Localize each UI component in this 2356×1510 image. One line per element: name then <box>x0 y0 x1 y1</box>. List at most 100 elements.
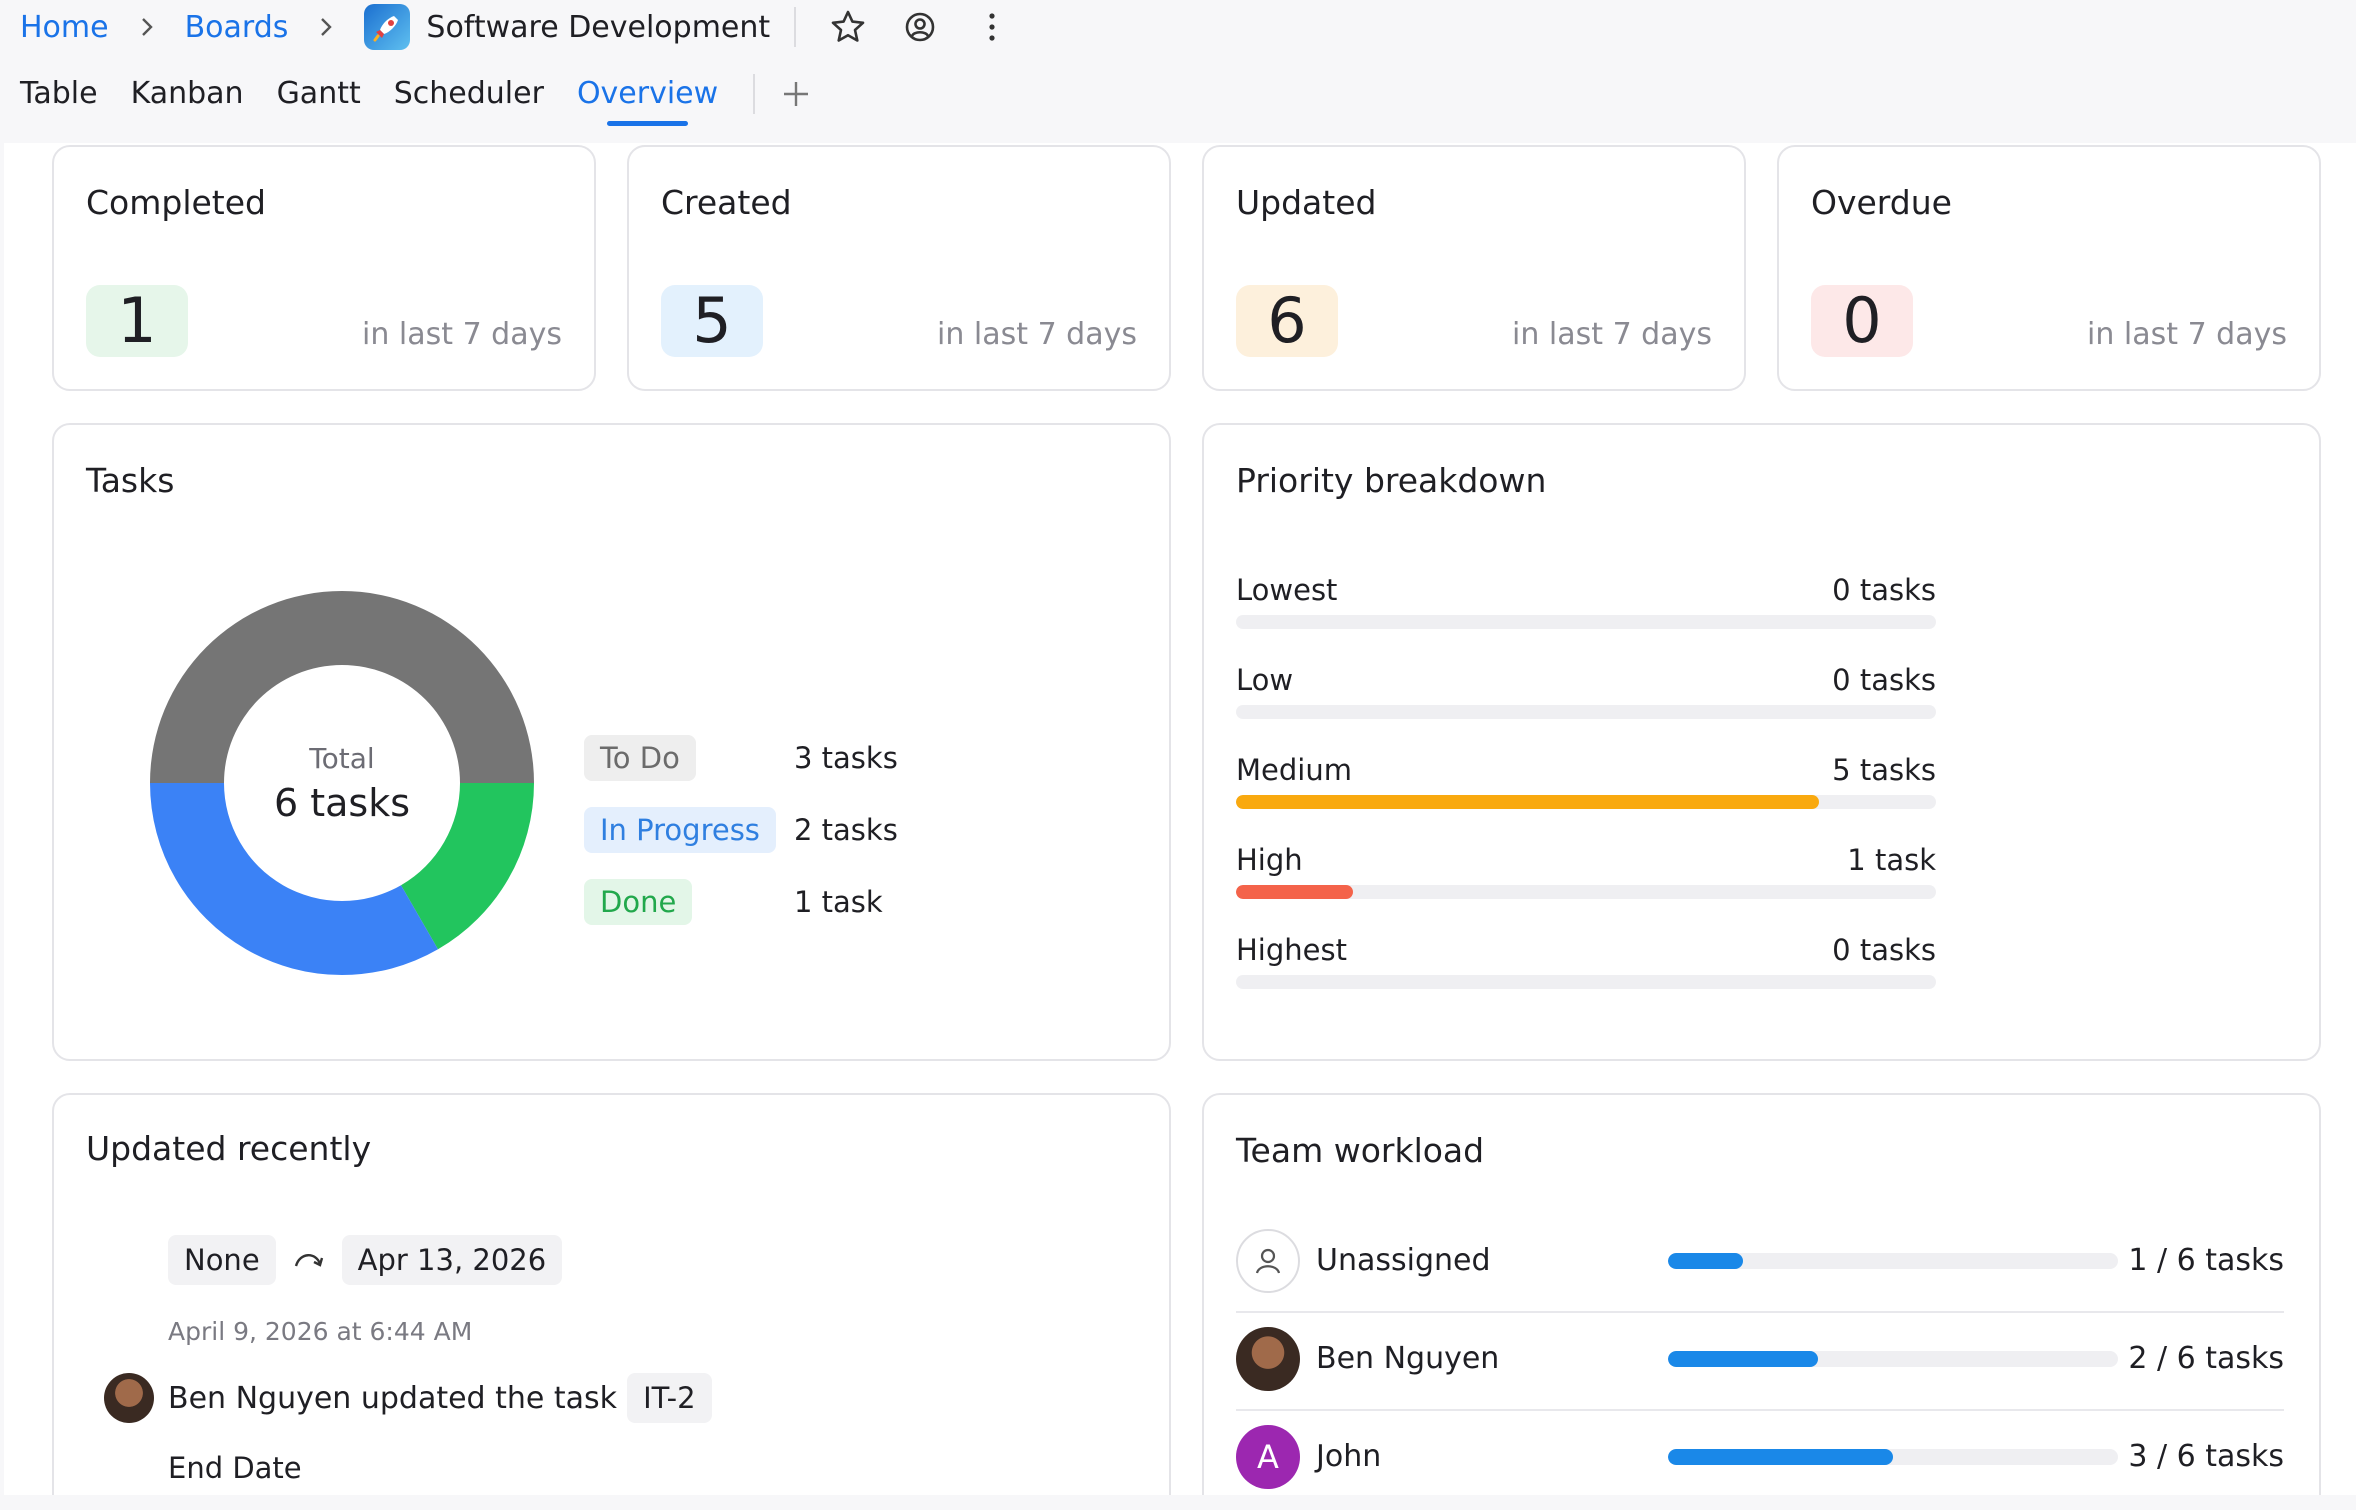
stat-value: 5 <box>661 285 763 357</box>
stat-card-updated: Updated 6 in last 7 days <box>1202 145 1746 391</box>
tab-scheduler[interactable]: Scheduler <box>393 76 544 111</box>
priority-label: Medium <box>1236 753 1352 787</box>
old-value-chip: None <box>168 1235 276 1285</box>
team-workload-card: Team workload Unassigned 1 / 6 tasks Ben… <box>1202 1093 2321 1495</box>
plus-icon <box>784 82 809 106</box>
tab-kanban[interactable]: Kanban <box>130 76 244 111</box>
tasks-donut-chart: Total 6 tasks <box>142 583 542 983</box>
priority-bar <box>1236 885 1936 899</box>
workload-count: 2 / 6 tasks <box>2128 1341 2284 1376</box>
updated-recently-title: Updated recently <box>86 1129 372 1168</box>
task-key-chip[interactable]: IT-2 <box>627 1373 712 1423</box>
workload-count: 3 / 6 tasks <box>2128 1439 2284 1474</box>
tab-gantt[interactable]: Gantt <box>276 76 361 111</box>
priority-count: 0 tasks <box>1832 933 1936 967</box>
more-icon[interactable] <box>970 5 1014 49</box>
priority-label: High <box>1236 843 1303 877</box>
stat-card-created: Created 5 in last 7 days <box>627 145 1171 391</box>
new-value-chip: Apr 13, 2026 <box>341 1235 563 1285</box>
priority-count: 0 tasks <box>1832 663 1936 697</box>
priority-bar <box>1236 975 1936 989</box>
priority-bar <box>1236 795 1936 809</box>
stat-subtitle: in last 7 days <box>2087 317 2287 352</box>
workload-name: Unassigned <box>1316 1243 1491 1278</box>
activity-text: Ben Nguyen updated the task <box>168 1380 618 1416</box>
priority-title: Priority breakdown <box>1236 461 1547 500</box>
arrow-icon <box>292 1248 326 1272</box>
workload-bar <box>1668 1351 2118 1367</box>
stat-value: 1 <box>86 285 188 357</box>
tab-table[interactable]: Table <box>20 76 98 111</box>
avatar-initial: A <box>1257 1438 1279 1476</box>
tab-overview[interactable]: Overview <box>577 68 718 126</box>
stat-value: 0 <box>1811 285 1913 357</box>
activity-change: None Apr 13, 2026 <box>168 1235 563 1285</box>
priority-count: 0 tasks <box>1832 573 1936 607</box>
priority-count: 5 tasks <box>1832 753 1936 787</box>
workload-name: John <box>1316 1439 1382 1474</box>
donut-slice-done[interactable] <box>401 783 534 950</box>
stat-value: 6 <box>1236 285 1338 357</box>
view-tabs: Table Kanban Gantt Scheduler Overview <box>0 68 2356 128</box>
priority-label: Lowest <box>1236 573 1338 607</box>
workload-name: Ben Nguyen <box>1316 1341 1500 1376</box>
donut-center: Total 6 tasks <box>142 583 542 983</box>
donut-slice-in-progress[interactable] <box>150 783 438 975</box>
stat-title: Completed <box>86 183 266 222</box>
priority-label: Highest <box>1236 933 1347 967</box>
legend-item-in-progress: In Progress 2 tasks <box>584 807 898 853</box>
workload-count: 1 / 6 tasks <box>2128 1243 2284 1278</box>
board-title: Software Development <box>426 9 771 45</box>
updated-recently-card: Updated recently None Apr 13, 2026 April… <box>52 1093 1171 1495</box>
stat-subtitle: in last 7 days <box>1512 317 1712 352</box>
overview-content: Completed 1 in last 7 days Created 5 in … <box>4 143 2356 1495</box>
chevron-right-icon <box>137 14 157 40</box>
user-icon <box>1236 1229 1300 1293</box>
workload-row-unassigned: Unassigned 1 / 6 tasks <box>1236 1215 2284 1313</box>
tasks-title: Tasks <box>86 461 175 500</box>
header-divider <box>794 7 797 47</box>
stat-title: Updated <box>1236 183 1377 222</box>
activity-entry: Ben Nguyen updated the task IT-2 <box>104 1373 712 1423</box>
status-badge: To Do <box>584 735 696 781</box>
legend-item-done: Done 1 task <box>584 879 883 925</box>
stat-subtitle: in last 7 days <box>937 317 1137 352</box>
workload-row-john: A John 3 / 6 tasks <box>1236 1411 2284 1495</box>
star-icon[interactable] <box>826 5 870 49</box>
stat-title: Overdue <box>1811 183 1952 222</box>
workload-row-ben-nguyen: Ben Nguyen 2 / 6 tasks <box>1236 1313 2284 1411</box>
priority-breakdown-card: Priority breakdown Lowest 0 tasks Low 0 … <box>1202 423 2321 1061</box>
legend-count: 3 tasks <box>794 741 898 775</box>
breadcrumb-boards-link[interactable]: Boards <box>184 9 289 45</box>
priority-bar <box>1236 615 1936 629</box>
priority-count: 1 task <box>1847 843 1936 877</box>
workload-bar <box>1668 1253 2118 1269</box>
stat-card-completed: Completed 1 in last 7 days <box>52 145 596 391</box>
status-badge: In Progress <box>584 807 776 853</box>
avatar <box>104 1373 154 1423</box>
chevron-right-icon <box>316 14 336 40</box>
donut-total-value: 6 tasks <box>273 780 411 825</box>
legend-count: 1 task <box>794 885 883 919</box>
donut-total-label: Total <box>309 741 375 775</box>
donut-slice-to-do[interactable] <box>150 591 534 783</box>
rocket-icon <box>364 4 411 50</box>
stat-title: Created <box>661 183 792 222</box>
team-workload-title: Team workload <box>1236 1131 1485 1170</box>
breadcrumb-home-link[interactable]: Home <box>20 9 109 45</box>
priority-bar <box>1236 705 1936 719</box>
stat-subtitle: in last 7 days <box>362 317 562 352</box>
legend-count: 2 tasks <box>794 813 898 847</box>
status-badge: Done <box>584 879 693 925</box>
tasks-card: Tasks Total 6 tasks To Do 3 tasks In Pro… <box>52 423 1171 1061</box>
breadcrumb: Home Boards Software Development <box>0 0 2356 54</box>
avatar <box>1236 1327 1300 1391</box>
legend-item-todo: To Do 3 tasks <box>584 735 898 781</box>
activity-timestamp: April 9, 2026 at 6:44 AM <box>168 1317 473 1346</box>
watch-icon[interactable] <box>898 5 942 49</box>
add-view-button[interactable] <box>753 74 811 114</box>
stat-card-overdue: Overdue 0 in last 7 days <box>1777 145 2321 391</box>
priority-label: Low <box>1236 663 1294 697</box>
activity-field: End Date <box>168 1451 302 1485</box>
avatar: A <box>1236 1425 1300 1489</box>
